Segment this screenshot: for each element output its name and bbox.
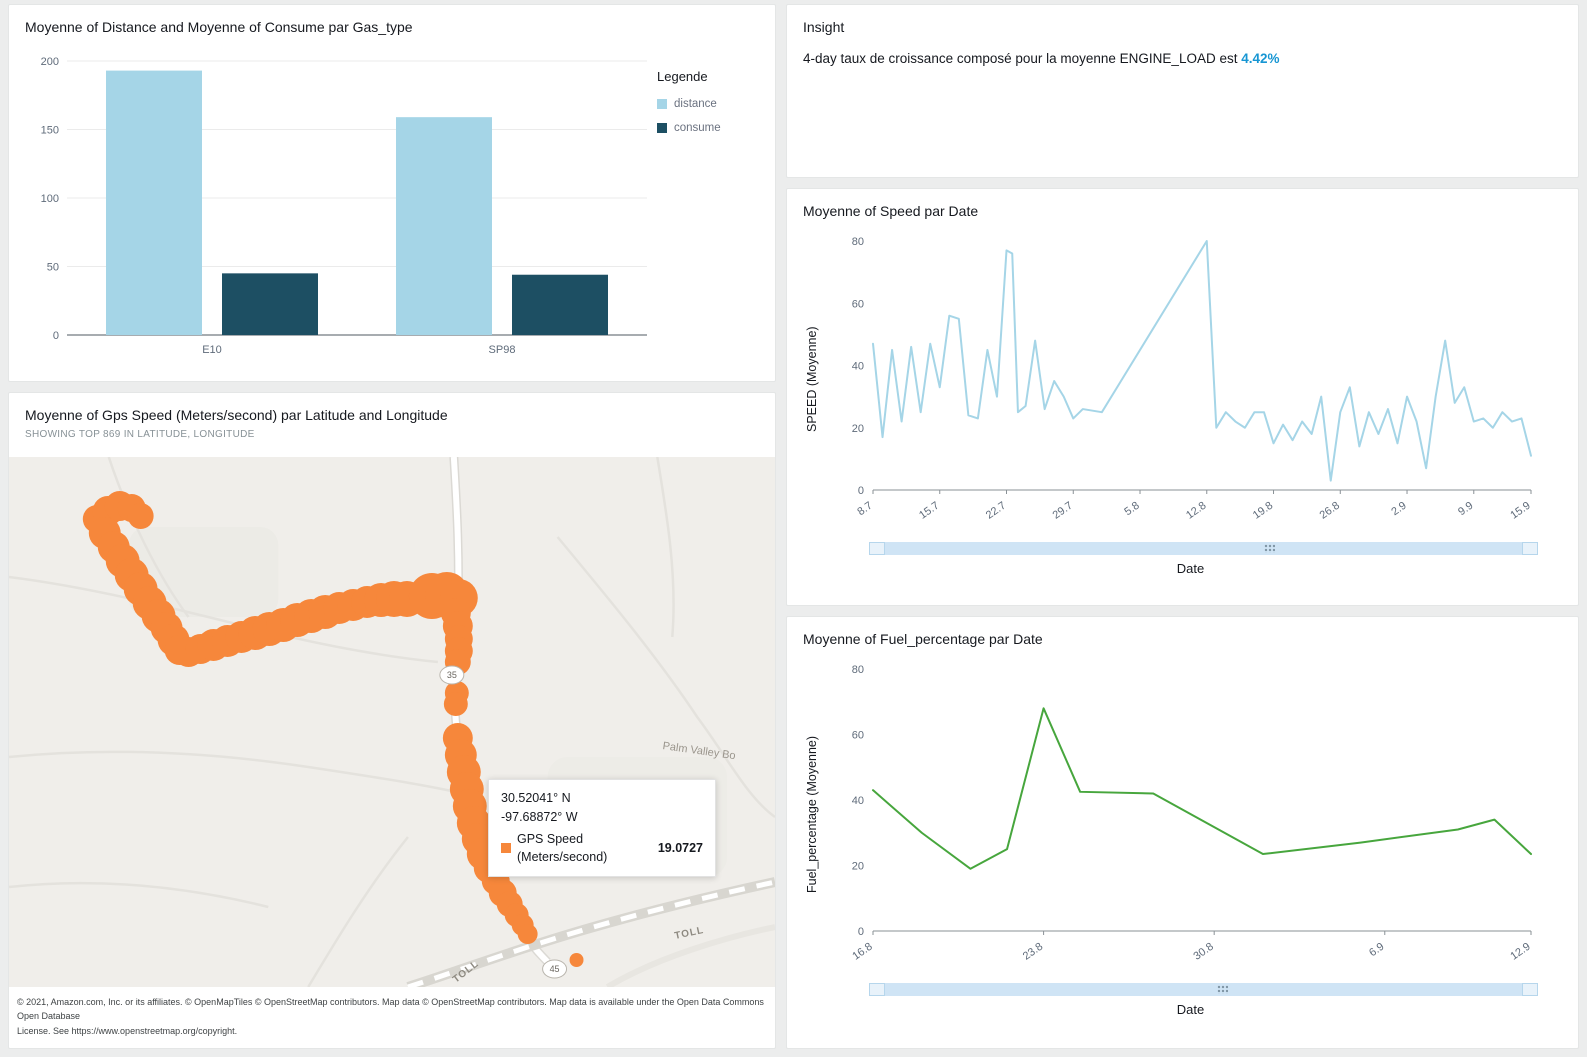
- svg-text:60: 60: [852, 298, 864, 310]
- legend-item-label: distance: [674, 98, 717, 110]
- svg-text:60: 60: [852, 730, 864, 742]
- map-title: Moyenne of Gps Speed (Meters/second) par…: [25, 407, 448, 423]
- fuel-x-axis-label: Date: [1176, 1002, 1205, 1017]
- tooltip-metric-value: 19.0727: [657, 840, 703, 855]
- svg-text:15.7: 15.7: [917, 500, 941, 522]
- svg-text:40: 40: [852, 795, 864, 807]
- svg-text:12.8: 12.8: [1184, 500, 1208, 522]
- scrollbar-grip[interactable]: [1263, 544, 1275, 553]
- svg-text:0: 0: [858, 926, 864, 938]
- distance-swatch: [657, 99, 667, 109]
- svg-text:0: 0: [53, 330, 59, 342]
- bar-chart-title: Moyenne of Distance and Moyenne of Consu…: [25, 19, 413, 35]
- scrollbar-left-handle[interactable]: [869, 542, 885, 555]
- scrollbar-right-handle[interactable]: [1522, 983, 1538, 996]
- route-45-label: 45: [550, 964, 560, 974]
- svg-text:20: 20: [852, 861, 864, 873]
- speed-chart-panel: Moyenne of Speed par Date SPEED (Moyenne…: [786, 188, 1579, 606]
- tooltip-metric-label: GPS Speed (Meters/second): [517, 831, 608, 865]
- consume-swatch: [657, 123, 667, 133]
- fuel-chart-canvas[interactable]: Fuel_percentage (Moyenne) 0 20 40 60 80 16.8 2…: [803, 655, 1538, 973]
- svg-text:50: 50: [47, 262, 59, 274]
- speed-chart-canvas[interactable]: SPEED (Moyenne) 0 20 40 60 80 8.7 15.7 22.7 29.7…: [803, 227, 1538, 532]
- speed-chart-title: Moyenne of Speed par Date: [803, 203, 979, 219]
- attribution-line-2: License. See https://www.openstreetmap.o…: [17, 1025, 238, 1036]
- map-svg[interactable]: 35 45 Palm Valley Bo TOLL TOLL: [9, 457, 775, 987]
- insight-title: Insight: [803, 19, 845, 35]
- map-toll-road: [406, 877, 775, 987]
- map-canvas[interactable]: 35 45 Palm Valley Bo TOLL TOLL 30.52041°…: [9, 457, 775, 987]
- tooltip-latitude: 30.52041° N: [501, 791, 571, 805]
- fuel-chart-title: Moyenne of Fuel_percentage par Date: [803, 631, 1043, 647]
- scrollbar-grip[interactable]: [1216, 985, 1228, 994]
- insight-value: 4.42%: [1241, 51, 1280, 66]
- svg-text:26.8: 26.8: [1318, 500, 1342, 522]
- svg-text:200: 200: [41, 56, 59, 68]
- svg-text:9.9: 9.9: [1456, 500, 1475, 519]
- svg-text:8.7: 8.7: [855, 500, 874, 519]
- map-attribution: © 2021, Amazon.com, Inc. or its affiliat…: [9, 989, 775, 1044]
- svg-text:15.9: 15.9: [1508, 500, 1532, 522]
- svg-text:100: 100: [41, 193, 59, 205]
- fuel-date-scrollbar[interactable]: [869, 983, 1538, 996]
- insight-panel: Insight 4-day taux de croissance composé…: [786, 4, 1579, 178]
- svg-text:E10: E10: [202, 344, 222, 356]
- legend-item-distance[interactable]: distance: [657, 98, 759, 110]
- attribution-line-1: © 2021, Amazon.com, Inc. or its affiliat…: [17, 997, 764, 1022]
- bar-chart-panel: Moyenne of Distance and Moyenne of Consu…: [8, 4, 776, 382]
- scrollbar-right-handle[interactable]: [1522, 542, 1538, 555]
- svg-text:0: 0: [858, 485, 864, 497]
- svg-text:2.9: 2.9: [1389, 500, 1408, 519]
- svg-text:20: 20: [852, 423, 864, 435]
- svg-text:150: 150: [41, 125, 59, 137]
- gps-speed-swatch: [501, 843, 511, 854]
- map-panel: Moyenne of Gps Speed (Meters/second) par…: [8, 392, 776, 1049]
- svg-text:5.8: 5.8: [1122, 500, 1141, 519]
- gps-trail-points[interactable]: [82, 491, 584, 967]
- map-tooltip: 30.52041° N -97.68872° W GPS Speed (Mete…: [488, 779, 716, 877]
- tooltip-longitude: -97.68872° W: [501, 809, 578, 824]
- map-land-patch: [128, 527, 279, 617]
- route-35-badge: 35: [439, 665, 465, 685]
- svg-text:30.8: 30.8: [1191, 941, 1215, 963]
- svg-text:80: 80: [852, 236, 864, 248]
- insight-text: 4-day taux de croissance composé pour la…: [803, 49, 1562, 69]
- legend: Legende distance consume: [657, 69, 759, 368]
- speed-date-scrollbar[interactable]: [869, 542, 1538, 555]
- legend-title: Legende: [657, 69, 708, 84]
- fuel-chart-panel: Moyenne of Fuel_percentage par Date Fuel…: [786, 616, 1579, 1049]
- svg-text:80: 80: [852, 664, 864, 676]
- legend-item-consume[interactable]: consume: [657, 122, 759, 134]
- insight-sentence: 4-day taux de croissance composé pour la…: [803, 51, 1238, 66]
- svg-text:6.9: 6.9: [1367, 941, 1386, 960]
- speed-x-axis-label: Date: [1176, 561, 1205, 576]
- svg-text:23.8: 23.8: [1021, 941, 1045, 963]
- svg-text:22.7: 22.7: [984, 500, 1008, 522]
- route-35-label: 35: [447, 670, 457, 680]
- speed-y-axis-label: SPEED (Moyenne): [805, 326, 819, 433]
- svg-text:40: 40: [852, 361, 864, 373]
- bar-chart-canvas[interactable]: 0 50 100 150 200 E10 SP98: [25, 45, 651, 368]
- map-minor-roads: [9, 457, 775, 987]
- svg-text:29.7: 29.7: [1051, 500, 1075, 522]
- route-45-badge: 45: [542, 959, 568, 979]
- svg-text:12.9: 12.9: [1508, 941, 1532, 963]
- svg-text:16.8: 16.8: [850, 941, 874, 963]
- fuel-y-axis-label: Fuel_percentage (Moyenne): [805, 735, 819, 893]
- scrollbar-left-handle[interactable]: [869, 983, 885, 996]
- legend-item-label: consume: [674, 122, 721, 134]
- svg-text:SP98: SP98: [489, 344, 516, 356]
- svg-text:19.8: 19.8: [1251, 500, 1275, 522]
- map-subtitle: SHOWING TOP 869 IN LATITUDE, LONGITUDE: [25, 429, 255, 440]
